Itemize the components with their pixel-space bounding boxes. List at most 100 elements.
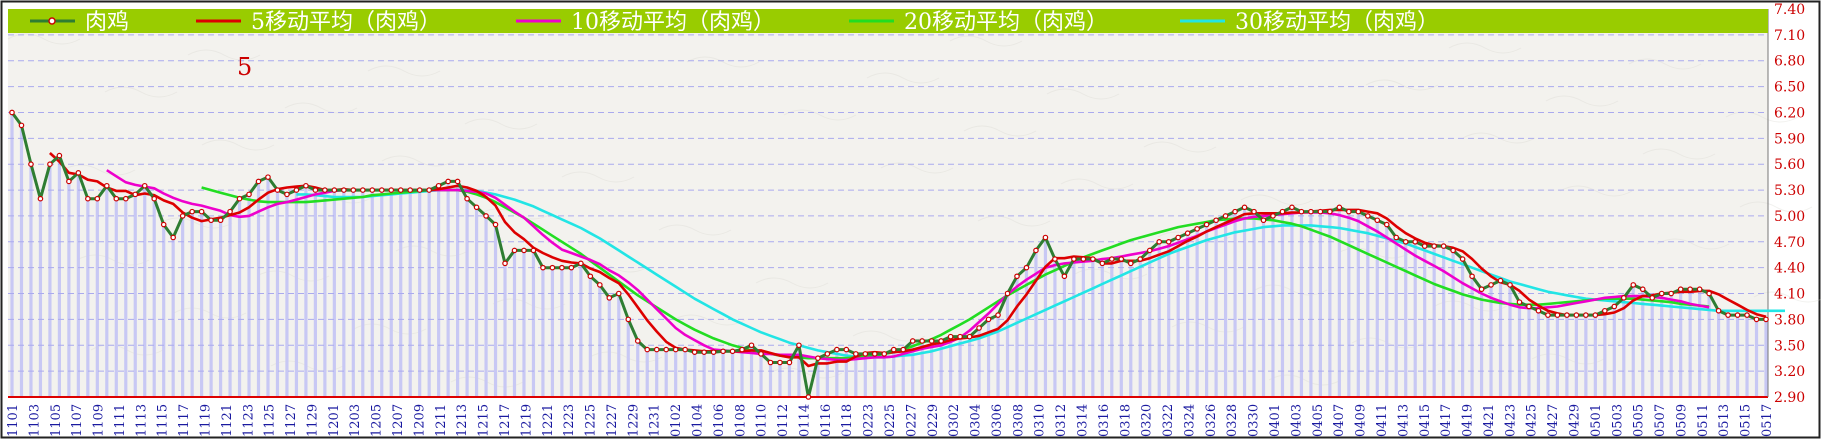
data-point <box>198 208 205 215</box>
data-point <box>559 264 565 271</box>
data-point <box>1317 208 1324 215</box>
data-point <box>540 264 546 271</box>
data-point <box>1118 256 1125 262</box>
data-point <box>597 282 603 288</box>
data-point <box>1488 282 1494 288</box>
data-point <box>615 290 622 297</box>
data-point <box>767 359 774 366</box>
data-point <box>1374 217 1381 224</box>
y-tick-label: 2.90 <box>1774 390 1805 406</box>
y-tick-label: 5.30 <box>1774 183 1805 199</box>
x-tick-label: 0320 <box>1140 404 1155 437</box>
data-point <box>976 325 982 331</box>
data-point <box>729 348 736 355</box>
data-point <box>606 295 613 301</box>
legend-label-price: 肉鸡 <box>85 10 129 35</box>
x-tick-label: 0505 <box>1632 404 1647 437</box>
data-point <box>407 187 414 193</box>
x-tick-label: 0401 <box>1268 404 1283 437</box>
x-tick-label: 0310 <box>1033 404 1048 437</box>
legend-marker <box>48 17 56 25</box>
data-point <box>1355 208 1362 215</box>
data-point <box>1393 234 1400 241</box>
data-point <box>75 170 82 176</box>
data-point <box>1099 260 1106 267</box>
x-tick-label: 0425 <box>1525 404 1540 437</box>
data-point <box>1270 213 1276 219</box>
data-point <box>1194 226 1200 232</box>
x-tick-label: 1229 <box>626 404 641 437</box>
data-point <box>473 204 480 211</box>
data-point <box>1156 239 1163 245</box>
texture-stroke <box>201 139 275 151</box>
texture-stroke <box>1559 185 1633 197</box>
texture-stroke <box>1143 141 1217 153</box>
data-point <box>928 338 935 344</box>
data-point <box>502 260 508 267</box>
data-point <box>47 161 53 168</box>
data-point <box>1706 290 1712 297</box>
data-point <box>796 342 802 349</box>
vertical-bars <box>10 112 1768 397</box>
data-point <box>293 187 300 193</box>
data-point <box>701 349 707 355</box>
data-point <box>170 234 176 241</box>
data-point <box>1677 286 1684 293</box>
data-point <box>236 195 243 202</box>
data-point <box>28 161 34 168</box>
y-tick-label: 6.20 <box>1774 105 1805 121</box>
price-markers <box>9 109 1769 400</box>
data-point <box>1516 299 1523 305</box>
y-tick-label: 5.60 <box>1774 157 1805 173</box>
data-point <box>720 348 726 355</box>
data-point <box>1753 316 1760 323</box>
x-tick-label: 1113 <box>134 404 149 437</box>
texture-stroke <box>672 314 746 326</box>
data-point <box>1127 260 1134 267</box>
data-point <box>521 247 527 254</box>
texture-stroke <box>284 102 358 114</box>
texture-stroke <box>187 49 261 61</box>
data-point <box>378 187 385 193</box>
texture-stroke <box>686 56 760 68</box>
data-point <box>151 195 158 202</box>
data-point <box>966 333 973 340</box>
legend-label-ma20: 20移动平均（肉鸡） <box>904 10 1108 35</box>
x-tick-label: 0223 <box>862 404 877 437</box>
data-point <box>1042 234 1049 241</box>
data-point <box>578 260 584 267</box>
texture-stroke <box>1046 88 1120 100</box>
x-tick-label: 1215 <box>477 404 492 437</box>
texture-stroke <box>1448 42 1522 54</box>
data-point <box>947 333 954 340</box>
data-point <box>1080 256 1087 262</box>
data-point <box>815 355 821 362</box>
x-tick-label: 1209 <box>412 404 427 437</box>
data-point <box>1497 277 1504 284</box>
data-point <box>1213 217 1219 224</box>
data-point <box>1146 247 1153 254</box>
data-point <box>1715 307 1722 314</box>
data-point <box>1137 256 1144 262</box>
data-point <box>397 187 404 193</box>
x-tick-label: 0322 <box>1161 404 1176 437</box>
data-point <box>653 346 660 353</box>
x-tick-label: 0318 <box>1118 404 1133 437</box>
data-point <box>1289 204 1295 211</box>
y-tick-label: 7.40 <box>1774 2 1805 18</box>
data-point <box>625 316 632 323</box>
data-point <box>464 195 470 202</box>
data-point <box>985 316 992 323</box>
x-tick-label: 0415 <box>1418 404 1433 437</box>
data-point <box>445 178 451 185</box>
texture-stroke <box>575 261 649 273</box>
data-point <box>1327 208 1333 215</box>
data-point <box>1383 221 1390 228</box>
data-point <box>483 213 489 219</box>
x-tick-label: 1225 <box>584 404 599 437</box>
data-point <box>568 264 575 271</box>
x-tick-label: 1217 <box>498 404 513 437</box>
texture-stroke <box>1656 238 1730 250</box>
data-point <box>1346 208 1352 215</box>
